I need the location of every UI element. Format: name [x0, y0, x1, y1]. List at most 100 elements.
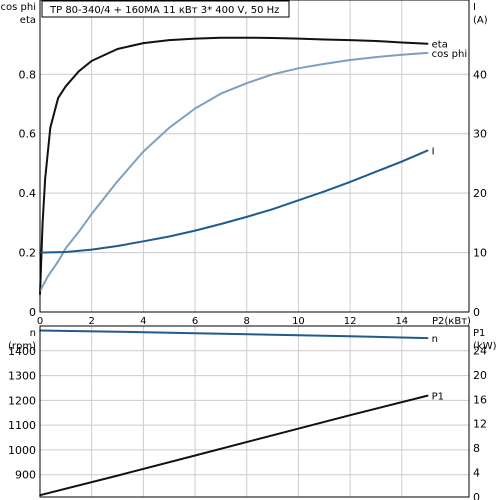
series-n-point: [271, 333, 274, 336]
right-tick-label: 20: [473, 187, 487, 200]
series-eta-point: [220, 36, 222, 39]
series-i-point: [168, 235, 170, 238]
series-p1-line: [39, 394, 428, 497]
series-i-point: [349, 181, 351, 183]
left-tick-label: 1100: [8, 419, 36, 432]
series-eta-point: [271, 37, 274, 39]
series-cos-phi-point: [349, 59, 351, 61]
right-tick-label: 12: [473, 418, 487, 431]
series-eta-label: eta: [432, 40, 448, 51]
series-eta-point: [142, 42, 145, 44]
series-n-point: [426, 337, 429, 339]
series-i-point: [426, 149, 429, 152]
series-eta-point: [426, 42, 429, 45]
series-cos-phi-point: [47, 275, 49, 278]
right-tick-label: 20: [473, 369, 487, 382]
series-eta-point: [57, 97, 59, 99]
series-eta-point: [401, 41, 403, 44]
series-i-point: [323, 190, 326, 193]
series-eta-point: [44, 177, 46, 180]
right-axis-label: I: [473, 2, 476, 13]
series-p1-point: [116, 474, 119, 477]
left-axis-label: cos phi: [1, 2, 36, 13]
right-tick-label: 30: [473, 128, 487, 141]
right-tick-label: 0: [473, 491, 480, 500]
panel-frames: [39, 0, 470, 498]
series-p1-label: P1: [432, 392, 444, 403]
left-axis-label: (rpm): [8, 341, 36, 352]
right-tick-label: 4: [473, 467, 480, 480]
right-tick-label: 40: [473, 68, 487, 81]
series-p1-point: [426, 394, 429, 397]
x-tick-label: 12: [344, 316, 357, 327]
series-cos-phi-point: [142, 150, 145, 153]
series-eta-point: [49, 127, 52, 129]
right-tick-label: 8: [473, 442, 480, 455]
top-panel-frame: [39, 0, 470, 313]
series-i-point: [375, 170, 377, 173]
right-axis-label: P1: [473, 328, 485, 339]
series-eta-point: [65, 85, 67, 87]
x-axis-label: P2(кВт): [432, 316, 471, 327]
right-axis-label: (A): [473, 15, 488, 26]
left-tick-label: 0: [29, 306, 36, 319]
series-cos-phi-point: [245, 82, 248, 84]
bottom-panel-frame: [39, 325, 470, 498]
series-eta-point: [41, 222, 44, 224]
chart-title: TP 80-340/4 + 160MA 11 кВт 3* 400 V, 50 …: [49, 5, 279, 16]
series-cos-phi-label: cos phi: [432, 49, 467, 60]
series-eta-point: [78, 70, 80, 73]
series-eta-point: [168, 39, 170, 41]
left-tick-label: 900: [15, 469, 36, 482]
top-panel-grid: [39, 0, 469, 313]
left-tick-label: 1200: [8, 394, 36, 407]
series-p1-point: [349, 414, 351, 417]
series-cos-phi-point: [65, 247, 67, 249]
series-eta-point: [323, 38, 326, 41]
x-tick-label: 8: [244, 316, 250, 327]
series-n-point: [194, 332, 196, 335]
series-i-point: [194, 229, 196, 232]
series-i-point: [271, 208, 274, 210]
x-tick-label: 4: [140, 316, 146, 327]
series-i-label: I: [432, 146, 435, 157]
series-cos-phi-point: [220, 92, 222, 95]
series-eta-point: [194, 37, 196, 40]
series-p1-point: [271, 434, 274, 437]
series-eta-point: [245, 36, 248, 39]
series-eta-point: [349, 39, 351, 41]
series-i-point: [220, 223, 222, 225]
right-axis-label: (kW): [473, 341, 497, 352]
series-cos-phi-point: [401, 53, 403, 56]
series-eta-point: [90, 60, 93, 62]
bottom-panel-grid: [39, 326, 469, 497]
series-cos-phi-point: [78, 231, 80, 233]
series-n-point: [116, 330, 119, 333]
series-i-point: [401, 160, 403, 163]
series-eta-point: [375, 40, 377, 42]
x-tick-label: 0: [37, 316, 43, 327]
series-i-line: [39, 149, 429, 254]
series-i-point: [142, 240, 145, 243]
left-tick-label: 0.2: [19, 247, 37, 260]
series-cos-phi-point: [271, 73, 274, 76]
series-n-label: n: [432, 334, 438, 345]
series-n-point: [349, 335, 351, 338]
left-tick-label: 0.6: [19, 128, 37, 141]
series-i-point: [90, 248, 93, 251]
right-tick-label: 0: [473, 306, 480, 319]
x-tick-label: 10: [292, 316, 305, 327]
x-tick-label: 2: [88, 316, 94, 327]
series-eta-point: [297, 37, 300, 40]
x-tick-label: 6: [192, 316, 198, 327]
series-cos-phi-point: [116, 180, 119, 183]
series-cos-phi-point: [57, 260, 59, 263]
title-box: TP 80-340/4 + 160MA 11 кВт 3* 400 V, 50 …: [41, 0, 290, 18]
series-cos-phi-point: [426, 52, 429, 54]
left-axis-label: n: [30, 328, 36, 339]
left-tick-label: 1000: [8, 444, 36, 457]
left-tick-label: 1300: [8, 370, 36, 383]
series-i-point: [297, 199, 300, 202]
